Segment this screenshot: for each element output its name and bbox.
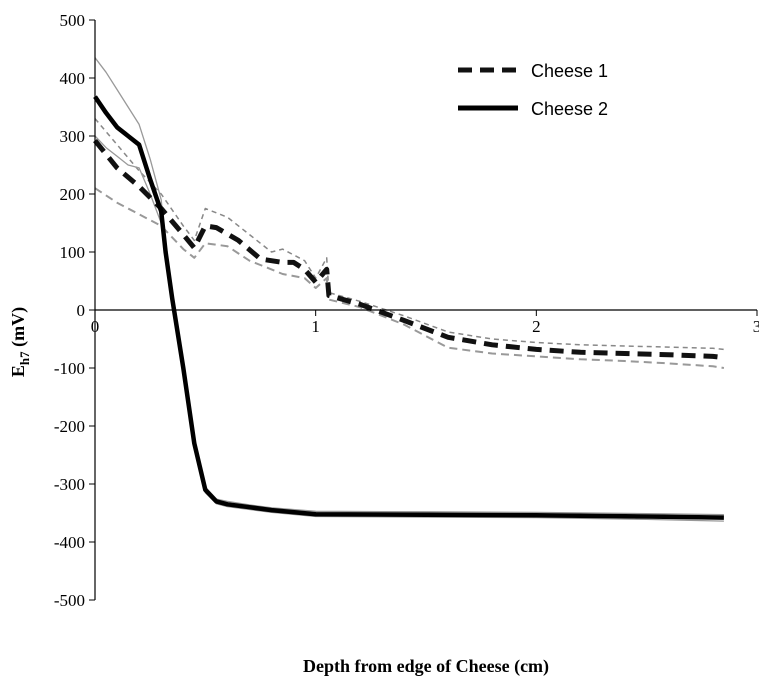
x-tick-label: 1 (311, 317, 320, 336)
x-tick-label: 2 (532, 317, 541, 336)
series-layer (93, 57, 725, 522)
y-tick-label: 400 (60, 69, 86, 88)
y-tick-label: -500 (54, 591, 85, 610)
series-line-thin-solid-upper (94, 57, 724, 516)
y-axis-label-unit: (mV) (8, 307, 29, 351)
x-axis-label: Depth from edge of Cheese (cm) (303, 656, 549, 677)
y-tick-label: -400 (54, 533, 85, 552)
x-tick-label: 3 (753, 317, 759, 336)
y-axis-label-sub: h7 (17, 351, 32, 365)
series-line-thin-dashed-upper (94, 118, 724, 351)
legend: Cheese 1 Cheese 2 (458, 61, 608, 119)
y-tick-label: 300 (60, 127, 86, 146)
y-tick-label: -100 (54, 359, 85, 378)
x-tick-label: 0 (91, 317, 100, 336)
y-tick-label: -200 (54, 417, 85, 436)
y-tick-label: 200 (60, 185, 86, 204)
y-axis-label-main: E (8, 365, 28, 377)
legend-label-cheese-2: Cheese 2 (531, 99, 608, 119)
series-line-solid (93, 95, 724, 520)
series-line-thin-solid-lower (94, 135, 724, 522)
y-axis-label: Eh7 (mV) (8, 307, 32, 377)
svg-text:Eh7 (mV): Eh7 (mV) (8, 307, 32, 377)
y-tick-label: 100 (60, 243, 86, 262)
y-tick-label: -300 (54, 475, 85, 494)
series-line-thin-dashed-lower (94, 187, 725, 369)
legend-label-cheese-1: Cheese 1 (531, 61, 608, 81)
axes-layer (89, 19, 758, 601)
y-tick-label: 0 (77, 301, 86, 320)
series-line-dashed (93, 139, 725, 361)
y-tick-label: 500 (60, 11, 86, 30)
labels-layer: 500 400 300 200 100 0 -100 -200 -300 -400 -500 0 1 2 3 (54, 11, 759, 610)
